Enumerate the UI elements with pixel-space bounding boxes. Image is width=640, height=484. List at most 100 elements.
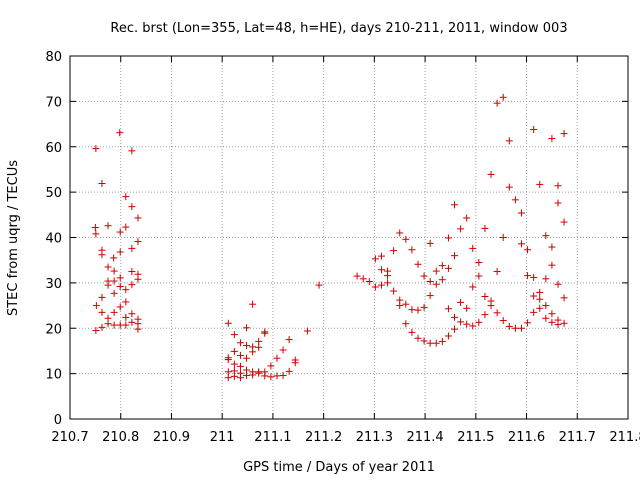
data-point (377, 266, 385, 274)
data-point (548, 135, 556, 143)
data-point (303, 327, 311, 335)
data-point (224, 368, 232, 376)
data-point (273, 372, 281, 380)
y-tick-label: 50 (45, 186, 62, 201)
data-point (255, 369, 263, 377)
data-point (451, 201, 459, 209)
data-point (243, 354, 251, 362)
data-point (493, 309, 501, 317)
data-point (243, 324, 251, 332)
data-point (444, 332, 452, 340)
data-point (396, 229, 404, 237)
data-point (444, 234, 452, 242)
data-point (438, 262, 446, 270)
data-point (542, 232, 550, 240)
data-point (475, 258, 483, 266)
x-tick-label: 210.7 (51, 430, 88, 445)
data-point (481, 292, 489, 300)
data-point (420, 272, 428, 280)
data-point (91, 224, 99, 232)
y-tick-label: 60 (45, 141, 62, 156)
data-point (104, 263, 112, 271)
data-point (536, 304, 544, 312)
data-point (554, 199, 562, 207)
x-tick-label: 210.9 (153, 430, 190, 445)
data-point (530, 126, 538, 134)
data-point (414, 260, 422, 268)
data-point (98, 251, 106, 259)
data-point (243, 371, 251, 379)
data-point (517, 240, 525, 248)
data-point (255, 343, 263, 351)
x-tick-label: 211.3 (356, 430, 393, 445)
data-point (451, 325, 459, 333)
data-point (98, 308, 106, 316)
data-point (390, 287, 398, 295)
data-point (128, 318, 136, 326)
data-point (408, 328, 416, 336)
data-point (451, 313, 459, 321)
data-point (438, 337, 446, 345)
data-point (432, 339, 440, 347)
data-point (128, 281, 136, 289)
data-point (116, 274, 124, 282)
data-point (511, 324, 519, 332)
data-point (475, 272, 483, 280)
y-tick-label: 70 (45, 95, 62, 110)
x-tick-label: 211.7 (559, 430, 596, 445)
data-point (451, 252, 459, 260)
data-point (469, 322, 477, 330)
data-point (505, 322, 513, 330)
data-point (243, 341, 251, 349)
data-point (524, 246, 532, 254)
data-point (122, 223, 130, 231)
data-point (255, 337, 263, 345)
data-point (110, 321, 118, 329)
data-point (530, 273, 538, 281)
data-point (493, 99, 501, 107)
data-point (542, 275, 550, 283)
data-point (402, 300, 410, 308)
data-point (402, 235, 410, 243)
data-point (110, 267, 118, 275)
data-point (554, 182, 562, 190)
data-point (524, 319, 532, 327)
data-point (224, 356, 232, 364)
data-point (426, 278, 434, 286)
data-point (134, 214, 142, 222)
x-tick-label: 211 (210, 430, 235, 445)
data-point (128, 310, 136, 318)
data-point (438, 276, 446, 284)
data-point (116, 228, 124, 236)
data-point (116, 303, 124, 311)
data-point (104, 320, 112, 328)
y-tick-label: 0 (54, 413, 62, 428)
data-point (236, 362, 244, 370)
data-point (390, 247, 398, 255)
data-point (279, 371, 287, 379)
data-point (396, 302, 404, 310)
data-point (116, 129, 124, 137)
data-point (487, 302, 495, 310)
data-point (92, 230, 100, 238)
data-point (230, 372, 238, 380)
data-point (384, 272, 392, 280)
data-point (505, 137, 513, 145)
data-point (122, 286, 130, 294)
data-point (128, 203, 136, 211)
data-point (414, 334, 422, 342)
data-point (499, 234, 507, 241)
data-point (530, 292, 538, 300)
data-point (353, 272, 361, 280)
grid-lines (70, 56, 628, 419)
data-point (249, 348, 257, 356)
y-tick-label: 20 (45, 322, 62, 337)
data-point (524, 272, 532, 280)
data-point (122, 193, 130, 201)
data-point (444, 305, 452, 313)
y-tick-label: 80 (45, 50, 62, 65)
data-point (249, 300, 257, 308)
data-point (134, 238, 142, 246)
